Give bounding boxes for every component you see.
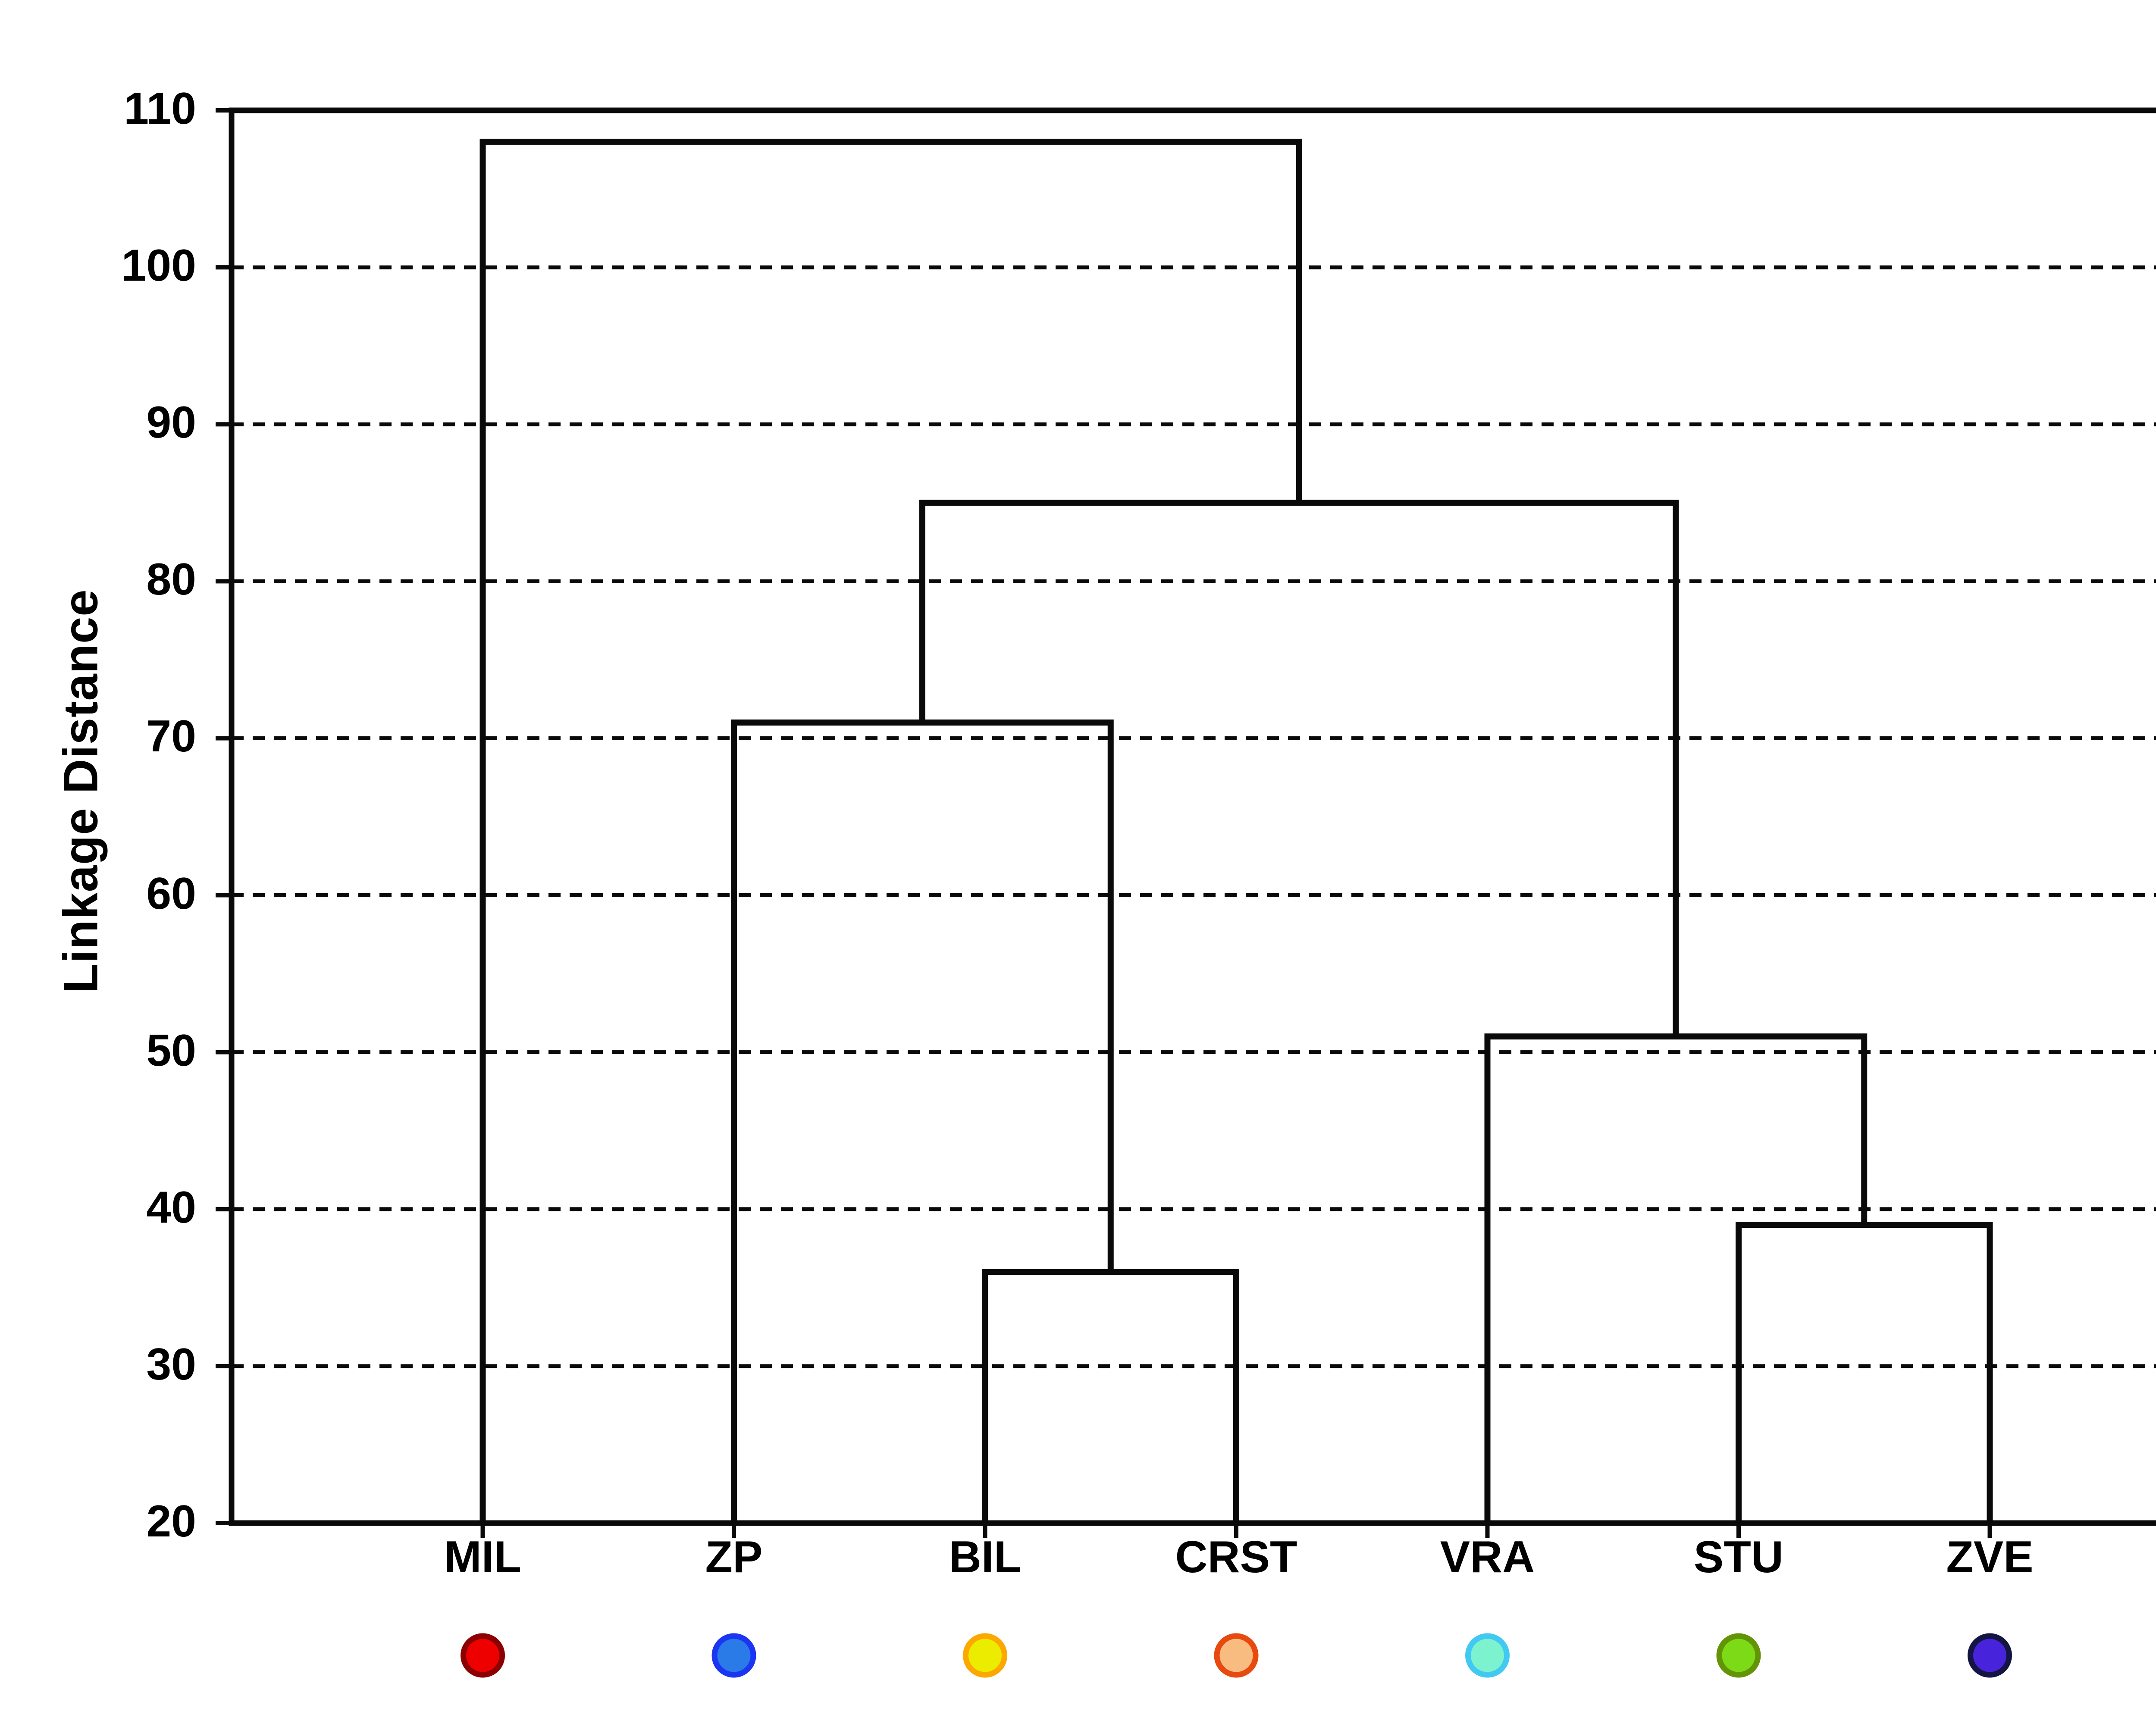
leaf-label-mil: MIL <box>444 1532 522 1582</box>
leaf-markers <box>461 1633 2012 1678</box>
dendrogram-link <box>479 138 1302 1523</box>
y-tick-label: 80 <box>146 554 196 605</box>
leaf-label-stu: STU <box>1694 1532 1783 1582</box>
leaf-label-crst: CRST <box>1175 1532 1297 1582</box>
leaf-label-vra: VRA <box>1440 1532 1535 1582</box>
y-tick-label: 70 <box>146 711 196 762</box>
leaf-marker-crst <box>1214 1633 1259 1678</box>
leaf-marker-bil <box>963 1633 1007 1678</box>
leaf-label-zp: ZP <box>705 1532 763 1582</box>
dendrogram-link <box>919 500 1679 1037</box>
dendrogram-link <box>982 1269 1239 1523</box>
leaf-marker-zve <box>1968 1633 2012 1678</box>
dendrogram-link <box>1736 1222 1993 1523</box>
y-tick-label: 110 <box>124 83 196 134</box>
leaf-marker-zp <box>711 1633 756 1678</box>
y-tick-label: 30 <box>146 1339 196 1389</box>
dendrogram-tree <box>479 138 1993 1523</box>
leaf-marker-stu <box>1716 1633 1761 1678</box>
leaf-label-zve: ZVE <box>1946 1532 2034 1582</box>
y-tick-label: 20 <box>146 1496 196 1546</box>
leaf-marker-vra <box>1465 1633 1510 1678</box>
gridlines <box>232 265 2156 1368</box>
y-tick-label: 60 <box>146 868 196 919</box>
y-tick-label: 90 <box>146 397 196 448</box>
dendrogram-link <box>731 720 1114 1523</box>
plot-frame <box>229 107 2156 1526</box>
y-tick-label: 50 <box>146 1025 196 1076</box>
dendrogram-link <box>1484 1033 1868 1523</box>
leaf-label-bil: BIL <box>949 1532 1022 1582</box>
y-axis-title: Linkage Distance <box>53 589 108 993</box>
leaf-marker-mil <box>461 1633 505 1678</box>
y-tick-label: 100 <box>121 240 196 291</box>
y-tick-label: 40 <box>146 1182 196 1233</box>
